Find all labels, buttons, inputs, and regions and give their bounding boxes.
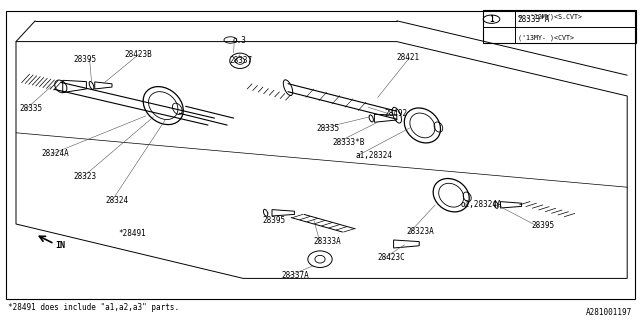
- Text: 28324: 28324: [106, 196, 129, 204]
- Text: o.3: o.3: [232, 36, 246, 44]
- Text: *28491 does include "a1,a2,a3" parts.: *28491 does include "a1,a2,a3" parts.: [8, 303, 179, 312]
- Text: 28492: 28492: [384, 109, 407, 118]
- Text: < -'12MY)<S.CVT>: < -'12MY)<S.CVT>: [518, 13, 582, 20]
- Text: 28335: 28335: [19, 104, 42, 113]
- Bar: [483, 10, 636, 43]
- Text: A281001197: A281001197: [586, 308, 632, 317]
- Text: 28423B: 28423B: [125, 50, 152, 59]
- Text: 28395: 28395: [262, 216, 285, 225]
- Text: 28423C: 28423C: [378, 253, 405, 262]
- Text: 28337A: 28337A: [282, 271, 309, 280]
- Text: 28395: 28395: [74, 55, 97, 64]
- Text: 1: 1: [489, 15, 494, 24]
- Text: 28395: 28395: [531, 221, 554, 230]
- Text: 28337: 28337: [229, 56, 252, 65]
- Text: a1,28324: a1,28324: [355, 151, 392, 160]
- Text: 28323: 28323: [74, 172, 97, 180]
- Text: 28421: 28421: [397, 53, 420, 62]
- Text: 28335: 28335: [317, 124, 340, 132]
- Text: IN: IN: [56, 241, 66, 250]
- Text: *28491: *28491: [118, 229, 146, 238]
- Text: 28333A: 28333A: [314, 237, 341, 246]
- Text: 28324A: 28324A: [42, 149, 69, 158]
- Text: 28333*A: 28333*A: [518, 15, 550, 24]
- Text: 28323A: 28323A: [406, 228, 434, 236]
- Text: 28333*B: 28333*B: [333, 138, 365, 147]
- Text: ('13MY- )<CVT>: ('13MY- )<CVT>: [518, 34, 574, 41]
- Text: o2,28324A: o2,28324A: [461, 200, 502, 209]
